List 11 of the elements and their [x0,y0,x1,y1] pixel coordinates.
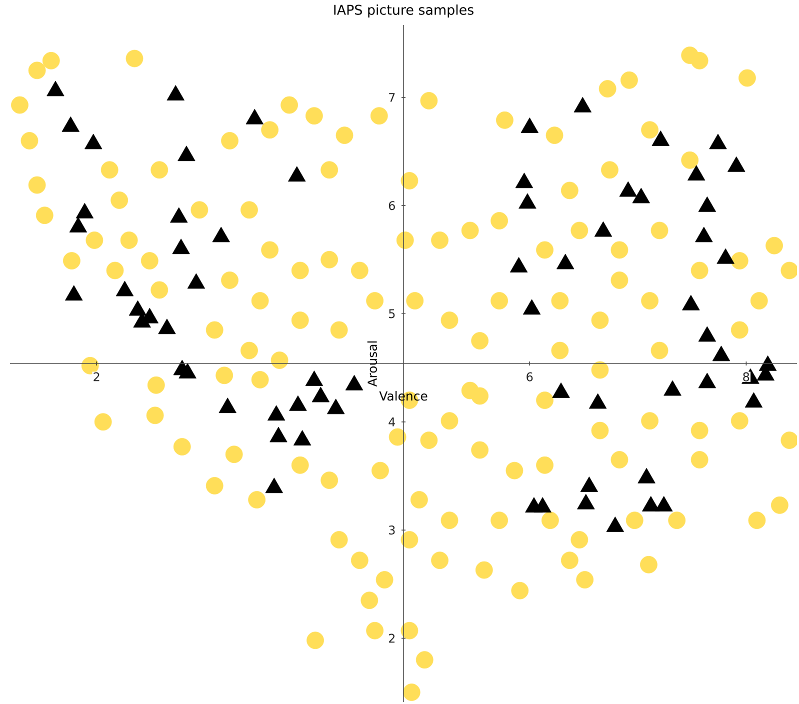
x-tick-label: 6 [526,372,533,382]
x-tick-label: 2 [94,372,100,382]
y-tick-label: 4 [388,418,396,426]
y-axis-title: Arousal [367,341,377,387]
x-tick-label: 8 [743,372,750,382]
y-tick-label: 6 [388,201,395,210]
y-tick-label: 3 [389,526,395,535]
chart-title: IAPS picture samples [334,4,474,18]
y-tick-label: 7 [389,93,395,102]
y-tick-label: 2 [388,634,395,643]
y-tick-label: 5 [389,309,395,318]
